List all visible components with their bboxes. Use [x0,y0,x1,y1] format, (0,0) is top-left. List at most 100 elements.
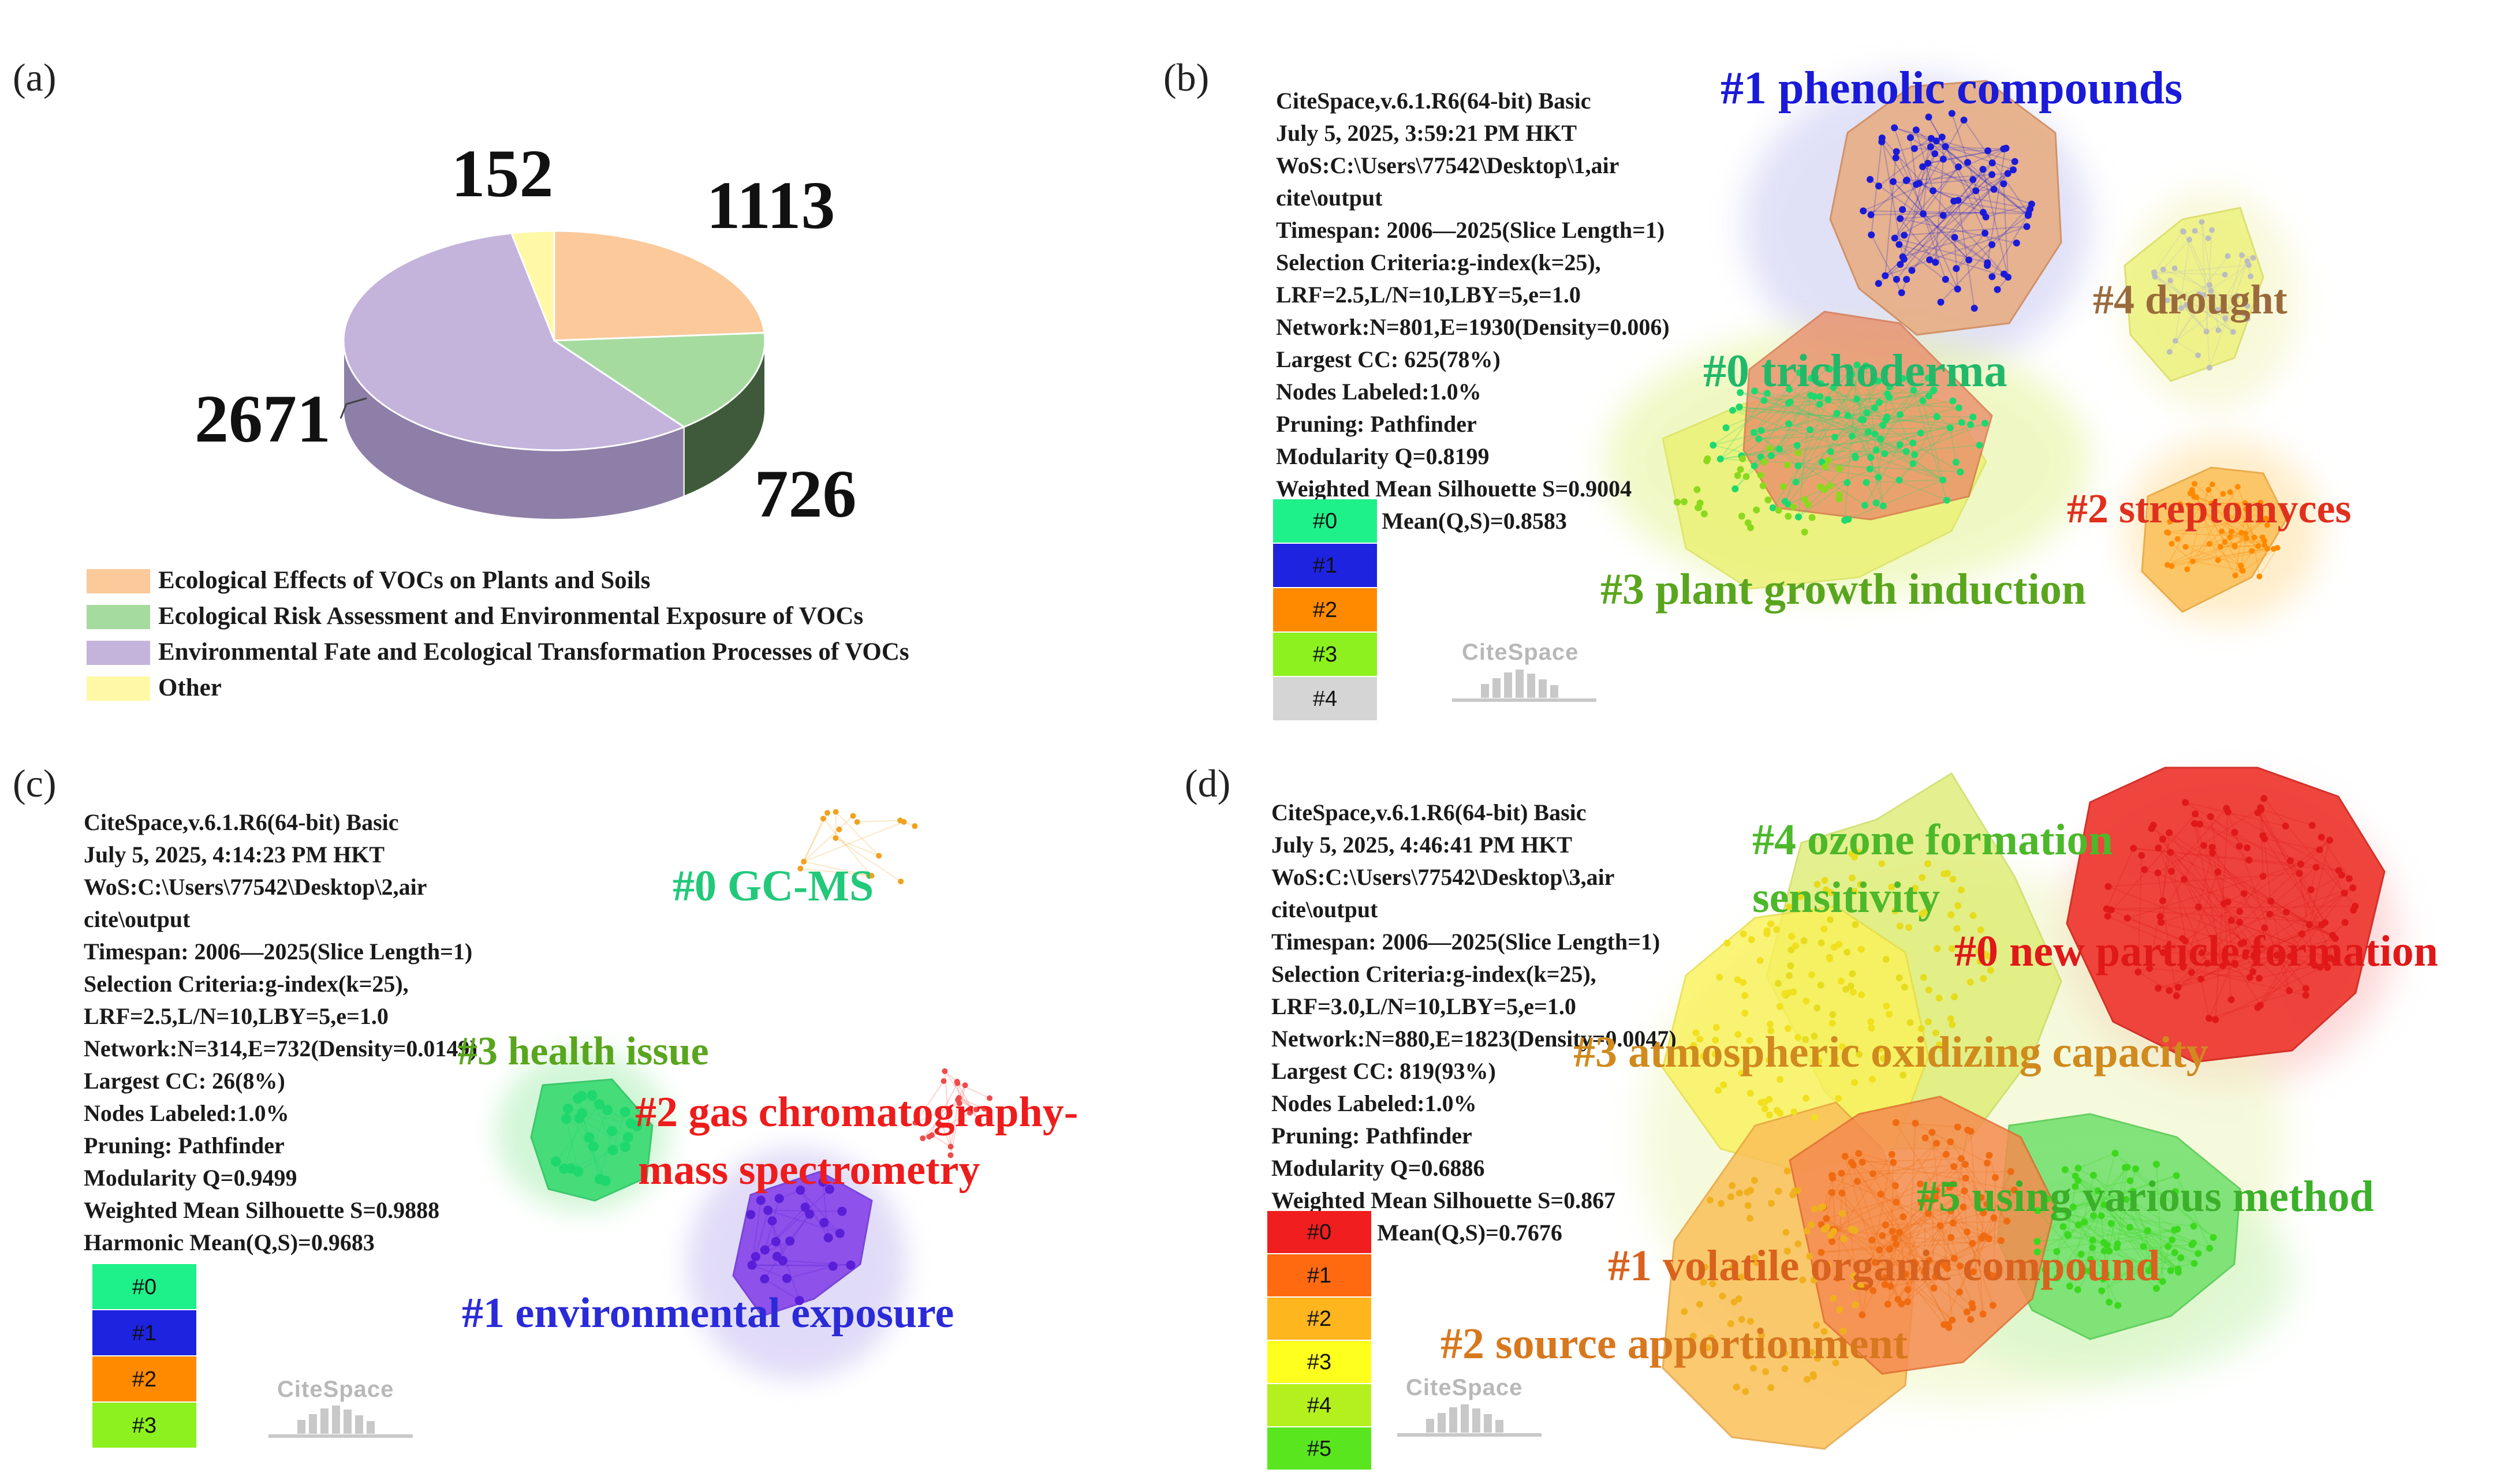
network-node [2256,1001,2264,1009]
network-node [1934,945,1941,952]
network-node [2236,908,2244,915]
network-edge [2163,268,2248,307]
network-edge [1963,119,2029,214]
network-node [1738,513,1745,520]
network-node [1917,429,1924,437]
network-node [1790,988,1797,996]
network-node [2167,1267,2174,1274]
network-node [2059,1223,2067,1231]
network-node [2341,889,2348,897]
network-node [1808,971,1815,978]
network-node [1875,182,1883,190]
network-node [2264,522,2270,528]
network-edge [1778,377,1816,450]
network-node [824,1184,834,1194]
network-edge [823,818,872,876]
network-edge [2192,560,2242,571]
network-node [1815,1057,1823,1065]
network-node [1757,472,1764,479]
network-edge [1844,365,1858,521]
network-node [1879,421,1887,429]
network-node [1740,930,1747,938]
network-node [2307,886,2315,894]
network-node [1763,930,1771,937]
network-edge [1753,372,1800,433]
network-node [1824,457,1832,464]
network-edge [1822,431,1869,463]
network-node [607,1126,618,1137]
network-node [1861,502,1868,509]
network-node [2174,984,2182,991]
cluster-label-4-line2: sensitivity [1752,873,1940,922]
network-node [577,1108,588,1119]
network-node [2215,327,2222,334]
network-node [2166,349,2173,355]
network-node [1723,939,1731,947]
cluster-label-3: #3 health issue [457,1029,709,1074]
network-node [2249,968,2257,975]
network-node [800,1202,810,1212]
network-edge [1950,1237,1961,1266]
network-edge [803,821,905,862]
network-node [1707,1334,1715,1341]
network-node [1766,444,1774,452]
network-edge [1787,423,1986,505]
network-node [2099,1276,2107,1283]
watermark-bars-icon [1452,670,1596,702]
network-node [1704,1344,1711,1351]
network-node [2177,501,2184,507]
network-edge [2260,808,2264,877]
network-edge [2154,230,2184,273]
network-node [587,1090,598,1101]
network-node [1848,432,1856,440]
network-node [1843,479,1851,487]
network-edge [1919,153,1936,184]
network-node [1947,1233,1955,1241]
network-node [1946,424,1954,432]
network-node [2254,948,2261,956]
network-node [2129,1188,2137,1195]
network-edge [1953,200,2029,215]
network-node [1933,413,1940,420]
network-node [1818,1248,1825,1256]
network-edge [2240,517,2250,567]
network-edge [922,1097,960,1139]
network-edge [1870,180,1908,215]
network-edge [2217,872,2333,936]
network-edge [2091,1258,2154,1264]
network-edge [1898,1232,1909,1290]
network-edge [764,1278,800,1301]
network-edge [1884,158,1897,276]
network-node [1843,948,1851,956]
network-node [1758,1332,1766,1339]
network-node [1863,479,1870,486]
legend-swatch [87,641,150,665]
network-edge [2256,933,2302,952]
network-edge [1772,365,1867,509]
network-node [1860,207,1867,215]
network-node [1948,110,1956,117]
network-node [796,1185,805,1195]
network-edge [1981,1162,1988,1239]
network-node [2198,949,2205,956]
network-node [797,865,804,872]
network-edge [2175,340,2199,356]
network-node [1909,460,1917,468]
network-edge [2185,802,2286,827]
network-node [828,1261,838,1271]
network-node [2250,255,2256,261]
network-node [1932,259,1939,266]
network-edge [2078,1153,2115,1169]
network-node [1854,848,1862,856]
network-node [2259,832,2267,839]
network-node [2224,898,2231,906]
network-node [626,1118,637,1129]
network-node [1716,973,1723,981]
network-node [1925,113,1932,121]
network-node [2222,315,2229,322]
network-node [2165,562,2171,568]
network-node [2244,535,2250,541]
network-node [2205,235,2211,241]
network-node [1951,234,1958,241]
network-node [1939,476,1947,484]
